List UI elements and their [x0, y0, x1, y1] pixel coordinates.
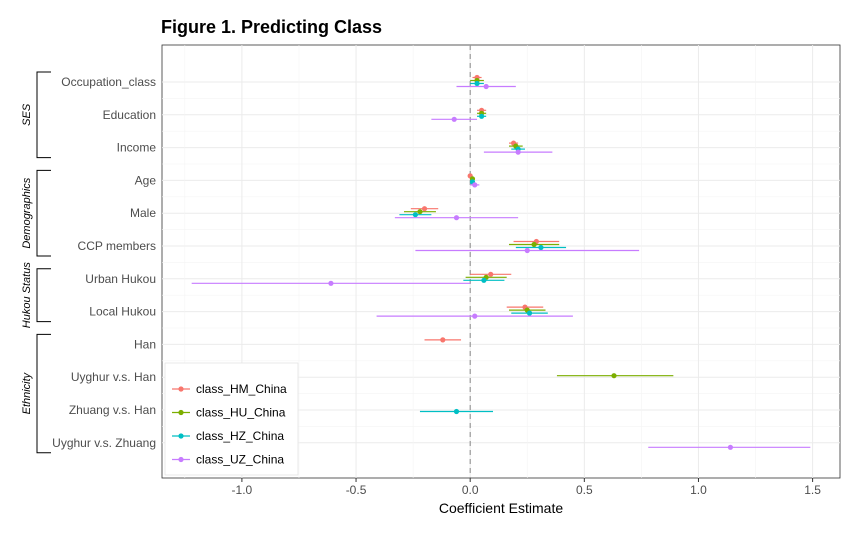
group-brackets: SES Demographics Hukou Status Ethnicity [21, 71, 51, 454]
estimate-point [524, 247, 530, 254]
estimate-point [538, 244, 544, 251]
legend: class_HM_China class_HU_China class_HZ_Chi… [164, 362, 299, 476]
x-axis-label: Coefficient Estimate [439, 500, 563, 516]
group-label: SES [21, 103, 33, 126]
estimate-point [472, 313, 478, 319]
estimate-point [526, 310, 533, 316]
legend-box [164, 362, 299, 476]
group-bracket [36, 71, 51, 159]
estimate-point [474, 80, 480, 87]
estimate-point [453, 215, 460, 221]
group-bracket [36, 268, 51, 323]
x-tick-label: -0.5 [346, 483, 367, 497]
group-label: Ethnicity [21, 371, 33, 414]
variable-label: Occupation_class [61, 75, 156, 89]
estimate-point [417, 209, 423, 215]
estimate-point [451, 116, 457, 122]
x-axis-ticks: -1.0 -0.5 0.0 0.5 1.0 1.5 [232, 478, 821, 497]
variable-label: Male [130, 206, 156, 220]
estimate-point [472, 182, 478, 188]
chart-title: Figure 1. Predicting Class [161, 17, 382, 37]
estimate-point [611, 373, 617, 379]
variable-label: Education [103, 108, 156, 122]
variable-label: Urban Hukou [85, 272, 156, 286]
estimate-point [727, 444, 734, 450]
legend-entry-label: class_HZ_China [196, 429, 284, 443]
variable-label: Age [135, 173, 157, 187]
x-tick-label: 1.5 [804, 483, 821, 497]
legend-key-point [178, 456, 184, 463]
estimate-point [515, 149, 521, 155]
estimate-point [488, 271, 494, 277]
legend-key-point [178, 386, 184, 392]
legend-key-point [178, 409, 184, 416]
legend-entry-label: class_HM_China [196, 382, 287, 396]
estimate-point [421, 206, 428, 212]
group-bracket [36, 333, 51, 454]
estimate-point [478, 113, 485, 119]
group-bracket [36, 169, 51, 257]
estimate-point [483, 83, 489, 90]
variable-label: Zhuang v.s. Han [69, 403, 156, 417]
legend-entry-label: class_HU_China [196, 406, 286, 420]
x-tick-label: 0.5 [576, 483, 593, 497]
estimate-marks [191, 74, 811, 450]
estimate-point [328, 280, 334, 286]
variable-label: CCP members [78, 239, 156, 253]
estimate-point [440, 337, 446, 343]
variable-labels: Occupation_class Education Income Age Male CC… [52, 75, 156, 450]
estimate-point [453, 408, 460, 415]
variable-label: Uyghur v.s. Han [71, 370, 156, 384]
legend-entry-label: class_UZ_China [196, 453, 284, 467]
x-tick-label: -1.0 [232, 483, 253, 497]
group-label: Demographics [21, 177, 33, 248]
estimate-point [481, 277, 487, 283]
x-tick-label: 1.0 [690, 483, 707, 497]
group-label: Hukou Status [21, 262, 33, 329]
variable-label: Uyghur v.s. Zhuang [52, 436, 156, 450]
estimate-point [531, 241, 537, 248]
variable-label: Han [134, 337, 156, 351]
estimate-point [412, 212, 418, 218]
legend-key-point [178, 433, 184, 439]
variable-label: Local Hukou [89, 305, 156, 319]
variable-label: Income [117, 141, 157, 155]
x-tick-label: 0.0 [462, 483, 479, 497]
